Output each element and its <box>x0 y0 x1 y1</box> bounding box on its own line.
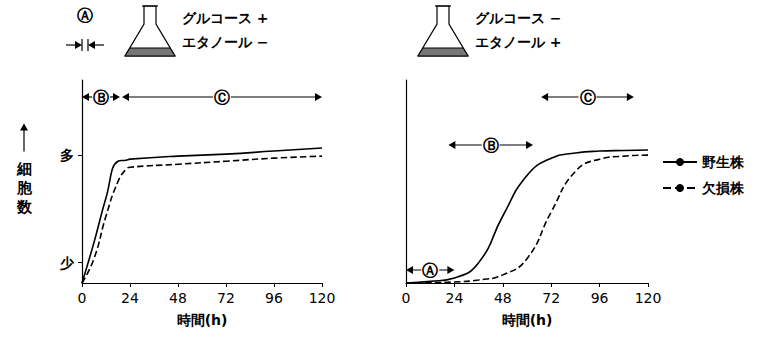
svg-text:120: 120 <box>635 290 662 306</box>
svg-text:72: 72 <box>217 290 235 306</box>
svg-text:120: 120 <box>309 290 336 306</box>
svg-text:時間(h): 時間(h) <box>177 312 228 328</box>
svg-text:48: 48 <box>169 290 187 306</box>
svg-text:胞: 胞 <box>16 179 33 197</box>
svg-text:Ⓒ: Ⓒ <box>214 88 230 107</box>
svg-text:数: 数 <box>16 198 33 216</box>
svg-text:細: 細 <box>16 160 32 178</box>
svg-text:エタノール −: エタノール − <box>182 34 269 50</box>
svg-text:0: 0 <box>402 290 411 306</box>
svg-text:96: 96 <box>265 290 283 306</box>
svg-text:24: 24 <box>121 290 139 306</box>
svg-text:エタノール +: エタノール + <box>475 34 562 50</box>
svg-text:多: 多 <box>60 147 74 163</box>
svg-text:48: 48 <box>494 290 512 306</box>
svg-text:96: 96 <box>591 290 609 306</box>
svg-text:グルコース −: グルコース − <box>475 10 562 26</box>
svg-text:少: 少 <box>60 255 75 271</box>
svg-text:野生株: 野生株 <box>702 154 745 170</box>
svg-text:Ⓐ: Ⓐ <box>77 6 93 25</box>
svg-text:0: 0 <box>78 290 87 306</box>
svg-text:72: 72 <box>542 290 560 306</box>
svg-text:Ⓐ: Ⓐ <box>422 261 438 280</box>
svg-text:欠損株: 欠損株 <box>701 180 745 196</box>
svg-text:Ⓑ: Ⓑ <box>93 88 109 107</box>
svg-text:Ⓒ: Ⓒ <box>580 88 596 107</box>
svg-text:時間(h): 時間(h) <box>502 312 553 328</box>
svg-text:24: 24 <box>445 290 463 306</box>
svg-text:グルコース +: グルコース + <box>182 10 269 26</box>
svg-text:Ⓑ: Ⓑ <box>483 136 499 155</box>
